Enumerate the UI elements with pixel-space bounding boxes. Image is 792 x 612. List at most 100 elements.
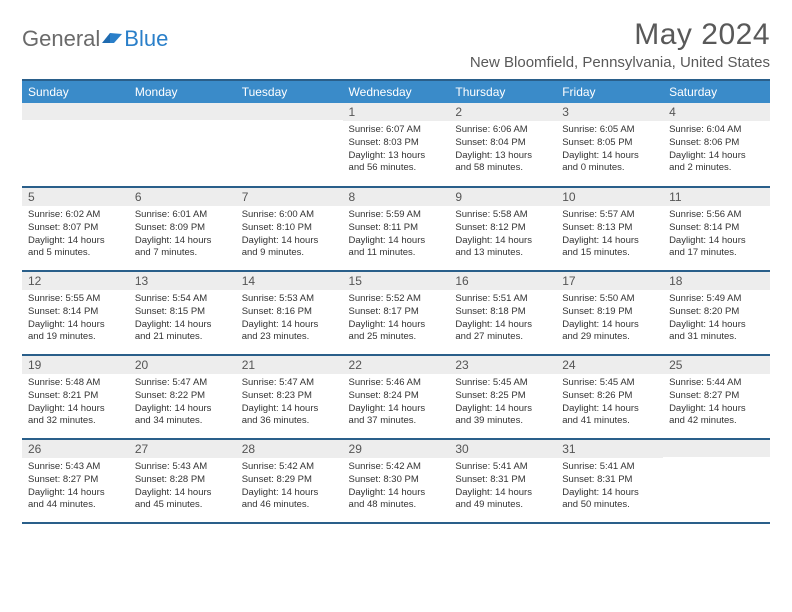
day-cell: 3Sunrise: 6:05 AMSunset: 8:05 PMDaylight…	[556, 103, 663, 187]
day-body: Sunrise: 5:45 AMSunset: 8:25 PMDaylight:…	[449, 374, 556, 432]
day-cell: 11Sunrise: 5:56 AMSunset: 8:14 PMDayligh…	[663, 187, 770, 271]
logo-part2: Blue	[124, 26, 168, 52]
day-number: 25	[663, 356, 770, 374]
day-number: 28	[236, 440, 343, 458]
day-body: Sunrise: 5:42 AMSunset: 8:29 PMDaylight:…	[236, 458, 343, 516]
day-cell: 5Sunrise: 6:02 AMSunset: 8:07 PMDaylight…	[22, 187, 129, 271]
day-body: Sunrise: 6:06 AMSunset: 8:04 PMDaylight:…	[449, 121, 556, 179]
day-number: 12	[22, 272, 129, 290]
day-body: Sunrise: 5:45 AMSunset: 8:26 PMDaylight:…	[556, 374, 663, 432]
day-cell: 20Sunrise: 5:47 AMSunset: 8:22 PMDayligh…	[129, 355, 236, 439]
empty-cell	[129, 103, 236, 187]
day-body: Sunrise: 5:53 AMSunset: 8:16 PMDaylight:…	[236, 290, 343, 348]
day-number: 20	[129, 356, 236, 374]
day-number: 22	[343, 356, 450, 374]
day-cell: 8Sunrise: 5:59 AMSunset: 8:11 PMDaylight…	[343, 187, 450, 271]
day-cell: 17Sunrise: 5:50 AMSunset: 8:19 PMDayligh…	[556, 271, 663, 355]
week-row: 19Sunrise: 5:48 AMSunset: 8:21 PMDayligh…	[22, 355, 770, 439]
day-body: Sunrise: 6:04 AMSunset: 8:06 PMDaylight:…	[663, 121, 770, 179]
day-number: 4	[663, 103, 770, 121]
day-cell: 7Sunrise: 6:00 AMSunset: 8:10 PMDaylight…	[236, 187, 343, 271]
calendar-table: SundayMondayTuesdayWednesdayThursdayFrid…	[22, 79, 770, 524]
day-body: Sunrise: 5:41 AMSunset: 8:31 PMDaylight:…	[556, 458, 663, 516]
day-body: Sunrise: 5:42 AMSunset: 8:30 PMDaylight:…	[343, 458, 450, 516]
day-number: 21	[236, 356, 343, 374]
day-body: Sunrise: 5:56 AMSunset: 8:14 PMDaylight:…	[663, 206, 770, 264]
day-cell: 14Sunrise: 5:53 AMSunset: 8:16 PMDayligh…	[236, 271, 343, 355]
day-number: 9	[449, 188, 556, 206]
logo: General Blue	[22, 18, 168, 52]
day-body: Sunrise: 5:58 AMSunset: 8:12 PMDaylight:…	[449, 206, 556, 264]
day-body: Sunrise: 5:54 AMSunset: 8:15 PMDaylight:…	[129, 290, 236, 348]
day-cell: 16Sunrise: 5:51 AMSunset: 8:18 PMDayligh…	[449, 271, 556, 355]
weekday-header: Tuesday	[236, 80, 343, 103]
day-body: Sunrise: 6:00 AMSunset: 8:10 PMDaylight:…	[236, 206, 343, 264]
day-cell: 19Sunrise: 5:48 AMSunset: 8:21 PMDayligh…	[22, 355, 129, 439]
weekday-header: Sunday	[22, 80, 129, 103]
day-body: Sunrise: 5:44 AMSunset: 8:27 PMDaylight:…	[663, 374, 770, 432]
day-cell: 25Sunrise: 5:44 AMSunset: 8:27 PMDayligh…	[663, 355, 770, 439]
weekday-header: Saturday	[663, 80, 770, 103]
weekday-header: Thursday	[449, 80, 556, 103]
day-body: Sunrise: 6:07 AMSunset: 8:03 PMDaylight:…	[343, 121, 450, 179]
day-cell: 13Sunrise: 5:54 AMSunset: 8:15 PMDayligh…	[129, 271, 236, 355]
day-number: 30	[449, 440, 556, 458]
empty-cell	[663, 439, 770, 523]
calendar-page: General Blue May 2024 New Bloomfield, Pe…	[0, 0, 792, 536]
day-cell: 23Sunrise: 5:45 AMSunset: 8:25 PMDayligh…	[449, 355, 556, 439]
day-body: Sunrise: 5:50 AMSunset: 8:19 PMDaylight:…	[556, 290, 663, 348]
day-cell: 28Sunrise: 5:42 AMSunset: 8:29 PMDayligh…	[236, 439, 343, 523]
day-cell: 18Sunrise: 5:49 AMSunset: 8:20 PMDayligh…	[663, 271, 770, 355]
day-body: Sunrise: 6:05 AMSunset: 8:05 PMDaylight:…	[556, 121, 663, 179]
week-row: 5Sunrise: 6:02 AMSunset: 8:07 PMDaylight…	[22, 187, 770, 271]
day-number: 10	[556, 188, 663, 206]
day-number: 8	[343, 188, 450, 206]
day-body: Sunrise: 5:43 AMSunset: 8:27 PMDaylight:…	[22, 458, 129, 516]
week-row: 1Sunrise: 6:07 AMSunset: 8:03 PMDaylight…	[22, 103, 770, 187]
day-cell: 2Sunrise: 6:06 AMSunset: 8:04 PMDaylight…	[449, 103, 556, 187]
day-number: 13	[129, 272, 236, 290]
week-row: 12Sunrise: 5:55 AMSunset: 8:14 PMDayligh…	[22, 271, 770, 355]
day-cell: 10Sunrise: 5:57 AMSunset: 8:13 PMDayligh…	[556, 187, 663, 271]
day-number: 14	[236, 272, 343, 290]
day-body: Sunrise: 5:48 AMSunset: 8:21 PMDaylight:…	[22, 374, 129, 432]
day-cell: 30Sunrise: 5:41 AMSunset: 8:31 PMDayligh…	[449, 439, 556, 523]
logo-flag-icon	[102, 26, 124, 52]
day-number: 17	[556, 272, 663, 290]
day-number: 26	[22, 440, 129, 458]
weekday-header: Monday	[129, 80, 236, 103]
header: General Blue May 2024 New Bloomfield, Pe…	[22, 18, 770, 71]
title-block: May 2024 New Bloomfield, Pennsylvania, U…	[470, 18, 770, 71]
day-cell: 12Sunrise: 5:55 AMSunset: 8:14 PMDayligh…	[22, 271, 129, 355]
calendar-body: 1Sunrise: 6:07 AMSunset: 8:03 PMDaylight…	[22, 103, 770, 523]
day-number: 3	[556, 103, 663, 121]
empty-cell	[236, 103, 343, 187]
day-number: 1	[343, 103, 450, 121]
day-body: Sunrise: 5:55 AMSunset: 8:14 PMDaylight:…	[22, 290, 129, 348]
day-number: 24	[556, 356, 663, 374]
month-title: May 2024	[470, 18, 770, 52]
day-number: 11	[663, 188, 770, 206]
day-number: 5	[22, 188, 129, 206]
weekday-header-row: SundayMondayTuesdayWednesdayThursdayFrid…	[22, 80, 770, 103]
day-body: Sunrise: 5:47 AMSunset: 8:22 PMDaylight:…	[129, 374, 236, 432]
day-number: 29	[343, 440, 450, 458]
day-cell: 31Sunrise: 5:41 AMSunset: 8:31 PMDayligh…	[556, 439, 663, 523]
day-cell: 27Sunrise: 5:43 AMSunset: 8:28 PMDayligh…	[129, 439, 236, 523]
day-body: Sunrise: 5:43 AMSunset: 8:28 PMDaylight:…	[129, 458, 236, 516]
day-number: 7	[236, 188, 343, 206]
day-body: Sunrise: 5:51 AMSunset: 8:18 PMDaylight:…	[449, 290, 556, 348]
day-number: 18	[663, 272, 770, 290]
day-cell: 1Sunrise: 6:07 AMSunset: 8:03 PMDaylight…	[343, 103, 450, 187]
day-number: 15	[343, 272, 450, 290]
day-body: Sunrise: 5:57 AMSunset: 8:13 PMDaylight:…	[556, 206, 663, 264]
day-cell: 15Sunrise: 5:52 AMSunset: 8:17 PMDayligh…	[343, 271, 450, 355]
day-cell: 26Sunrise: 5:43 AMSunset: 8:27 PMDayligh…	[22, 439, 129, 523]
day-cell: 9Sunrise: 5:58 AMSunset: 8:12 PMDaylight…	[449, 187, 556, 271]
day-cell: 4Sunrise: 6:04 AMSunset: 8:06 PMDaylight…	[663, 103, 770, 187]
location: New Bloomfield, Pennsylvania, United Sta…	[470, 54, 770, 71]
weekday-header: Friday	[556, 80, 663, 103]
day-number: 19	[22, 356, 129, 374]
day-body: Sunrise: 5:46 AMSunset: 8:24 PMDaylight:…	[343, 374, 450, 432]
day-body: Sunrise: 5:49 AMSunset: 8:20 PMDaylight:…	[663, 290, 770, 348]
